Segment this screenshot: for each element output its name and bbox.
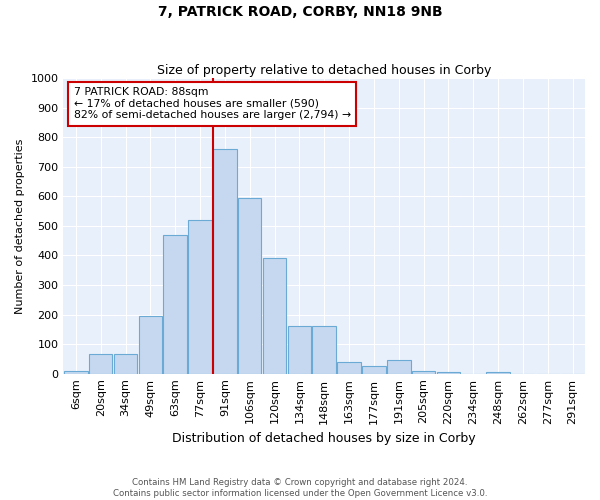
Bar (89, 354, 112, 374)
Bar (362, 366, 386, 374)
Bar (114, 354, 137, 374)
Bar (163, 235, 187, 374)
Bar (287, 326, 311, 374)
Bar (213, 149, 236, 374)
Bar (64, 370, 88, 374)
Bar (139, 316, 162, 374)
Bar (437, 372, 460, 374)
Bar (313, 326, 336, 374)
Text: 7, PATRICK ROAD, CORBY, NN18 9NB: 7, PATRICK ROAD, CORBY, NN18 9NB (158, 5, 442, 19)
Y-axis label: Number of detached properties: Number of detached properties (15, 138, 25, 314)
Text: 7 PATRICK ROAD: 88sqm
← 17% of detached houses are smaller (590)
82% of semi-det: 7 PATRICK ROAD: 88sqm ← 17% of detached … (74, 87, 351, 120)
Text: Contains HM Land Registry data © Crown copyright and database right 2024.
Contai: Contains HM Land Registry data © Crown c… (113, 478, 487, 498)
Bar (387, 360, 410, 374)
Bar (238, 198, 262, 374)
Bar (188, 220, 212, 374)
X-axis label: Distribution of detached houses by size in Corby: Distribution of detached houses by size … (172, 432, 476, 445)
Bar (337, 362, 361, 374)
Title: Size of property relative to detached houses in Corby: Size of property relative to detached ho… (157, 64, 491, 77)
Bar (263, 258, 286, 374)
Bar (486, 372, 510, 374)
Bar (412, 370, 436, 374)
